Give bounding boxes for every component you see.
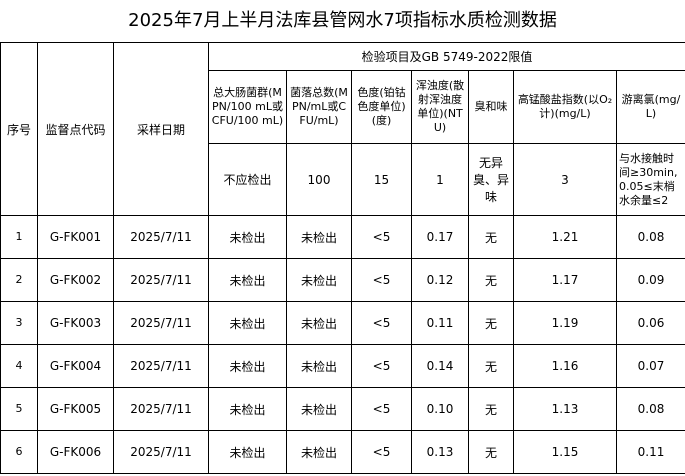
data-cell: 未检出 bbox=[286, 258, 352, 302]
table-row: 2 G-FK002 2025/7/11 未检出 未检出 <5 0.12 无 1.17 0.09 bbox=[0, 258, 685, 302]
limit-cell: 100 bbox=[286, 143, 352, 216]
limit-cell: 不应检出 bbox=[208, 143, 287, 216]
data-cell: 未检出 bbox=[208, 258, 287, 302]
data-cell: 未检出 bbox=[208, 430, 287, 474]
data-cell: 未检出 bbox=[208, 344, 287, 388]
table-row: 4 G-FK004 2025/7/11 未检出 未检出 <5 0.14 无 1.16 0.07 bbox=[0, 344, 685, 388]
data-cell: <5 bbox=[351, 258, 412, 302]
data-cell: 未检出 bbox=[286, 430, 352, 474]
limit-cell: 3 bbox=[513, 143, 617, 216]
data-cell: 2025/7/11 bbox=[113, 430, 209, 474]
data-cell: 0.13 bbox=[411, 430, 469, 474]
header-cell: 采样日期 bbox=[113, 42, 209, 216]
data-cell: <5 bbox=[351, 387, 412, 431]
data-cell: 2025/7/11 bbox=[113, 387, 209, 431]
data-cell: 5 bbox=[0, 387, 38, 431]
data-cell: 未检出 bbox=[286, 344, 352, 388]
table-row: 6 G-FK006 2025/7/11 未检出 未检出 <5 0.13 无 1.15 0.11 bbox=[0, 430, 685, 474]
title: 2025年7月上半月法库县管网水7项指标水质检测数据 bbox=[128, 10, 557, 31]
data-cell: 1.16 bbox=[513, 344, 617, 388]
data-cell: G-FK006 bbox=[37, 430, 114, 474]
data-cell: 未检出 bbox=[208, 301, 287, 345]
data-cell: 无 bbox=[468, 344, 514, 388]
item-header: 浑浊度(散射浑浊度单位)(NTU) bbox=[411, 70, 469, 144]
data-cell: 无 bbox=[468, 430, 514, 474]
header-cell: 序号 bbox=[0, 42, 38, 216]
data-cell: 未检出 bbox=[286, 387, 352, 431]
item-header: 菌落总数(MPN/mL或CFU/mL) bbox=[286, 70, 352, 144]
data-cell: 0.11 bbox=[411, 301, 469, 345]
item-header: 总大肠菌群(MPN/100 mL或 CFU/100 mL) bbox=[208, 70, 287, 144]
header-cell: 检验项目及GB 5749-2022限值 bbox=[208, 42, 685, 71]
data-table: 序号 监督点代码 采样日期 检验项目及GB 5749-2022限值 总大肠菌群(MPN/… bbox=[0, 42, 685, 474]
table-row: 不应检出 100 15 1 无异臭、异味 3 与水接触时间≥30min,0.05≤末梢水余量… bbox=[1, 143, 685, 216]
data-cell: G-FK004 bbox=[37, 344, 114, 388]
limit-cell: 无异臭、异味 bbox=[468, 143, 514, 216]
data-cell: 未检出 bbox=[208, 387, 287, 431]
data-cell: 无 bbox=[468, 387, 514, 431]
data-cell: 未检出 bbox=[208, 215, 287, 259]
limit-cell: 1 bbox=[411, 143, 469, 216]
data-cell: 0.12 bbox=[411, 258, 469, 302]
limit-cell: 与水接触时间≥30min,0.05≤末梢水余量≤2 bbox=[616, 143, 685, 216]
data-cell: G-FK001 bbox=[37, 215, 114, 259]
data-cell: 1.13 bbox=[513, 387, 617, 431]
data-cell: 无 bbox=[468, 301, 514, 345]
data-cell: 无 bbox=[468, 258, 514, 302]
data-cell: 0.11 bbox=[616, 430, 685, 474]
data-cell: <5 bbox=[351, 215, 412, 259]
table-row: 3 G-FK003 2025/7/11 未检出 未检出 <5 0.11 无 1.19 0.06 bbox=[0, 301, 685, 345]
table-row: 1 G-FK001 2025/7/11 未检出 未检出 <5 0.17 无 1.21 0.08 bbox=[0, 215, 685, 259]
data-cell: 0.07 bbox=[616, 344, 685, 388]
data-cell: 0.10 bbox=[411, 387, 469, 431]
data-cell: 未检出 bbox=[286, 215, 352, 259]
table-row: 总大肠菌群(MPN/100 mL或 CFU/100 mL) 菌落总数(MPN/mL… bbox=[1, 70, 685, 144]
data-cell: 无 bbox=[468, 215, 514, 259]
table-row: 5 G-FK005 2025/7/11 未检出 未检出 <5 0.10 无 1.13 0.08 bbox=[0, 387, 685, 431]
data-cell: 1.15 bbox=[513, 430, 617, 474]
data-cell: 1.21 bbox=[513, 215, 617, 259]
item-header: 色度(铂钴色度单位)(度) bbox=[351, 70, 412, 144]
item-header: 臭和味 bbox=[468, 70, 514, 144]
data-cell: 未检出 bbox=[286, 301, 352, 345]
data-cell: 0.08 bbox=[616, 215, 685, 259]
data-cell: 2025/7/11 bbox=[113, 215, 209, 259]
item-header: 游离氯(mg/L) bbox=[616, 70, 685, 144]
data-cell: 2025/7/11 bbox=[113, 301, 209, 345]
data-cell: <5 bbox=[351, 430, 412, 474]
table-row: 序号 监督点代码 采样日期 检验项目及GB 5749-2022限值 bbox=[0, 42, 685, 216]
item-header: 高锰酸盐指数(以O₂计)(mg/L) bbox=[513, 70, 617, 144]
data-cell: 2025/7/11 bbox=[113, 344, 209, 388]
data-cell: 2 bbox=[0, 258, 38, 302]
data-cell: 0.06 bbox=[616, 301, 685, 345]
data-cell: 3 bbox=[0, 301, 38, 345]
data-cell: 1 bbox=[0, 215, 38, 259]
data-cell: 2025/7/11 bbox=[113, 258, 209, 302]
data-cell: 0.08 bbox=[616, 387, 685, 431]
data-cell: G-FK005 bbox=[37, 387, 114, 431]
header-cell: 监督点代码 bbox=[37, 42, 114, 216]
data-cell: 1.17 bbox=[513, 258, 617, 302]
data-cell: 0.17 bbox=[411, 215, 469, 259]
limit-cell: 15 bbox=[351, 143, 412, 216]
data-cell: 4 bbox=[0, 344, 38, 388]
data-cell: 1.19 bbox=[513, 301, 617, 345]
data-cell: <5 bbox=[351, 301, 412, 345]
data-cell: G-FK003 bbox=[37, 301, 114, 345]
data-cell: G-FK002 bbox=[37, 258, 114, 302]
data-cell: 0.09 bbox=[616, 258, 685, 302]
data-cell: 6 bbox=[0, 430, 38, 474]
data-cell: <5 bbox=[351, 344, 412, 388]
data-cell: 0.14 bbox=[411, 344, 469, 388]
